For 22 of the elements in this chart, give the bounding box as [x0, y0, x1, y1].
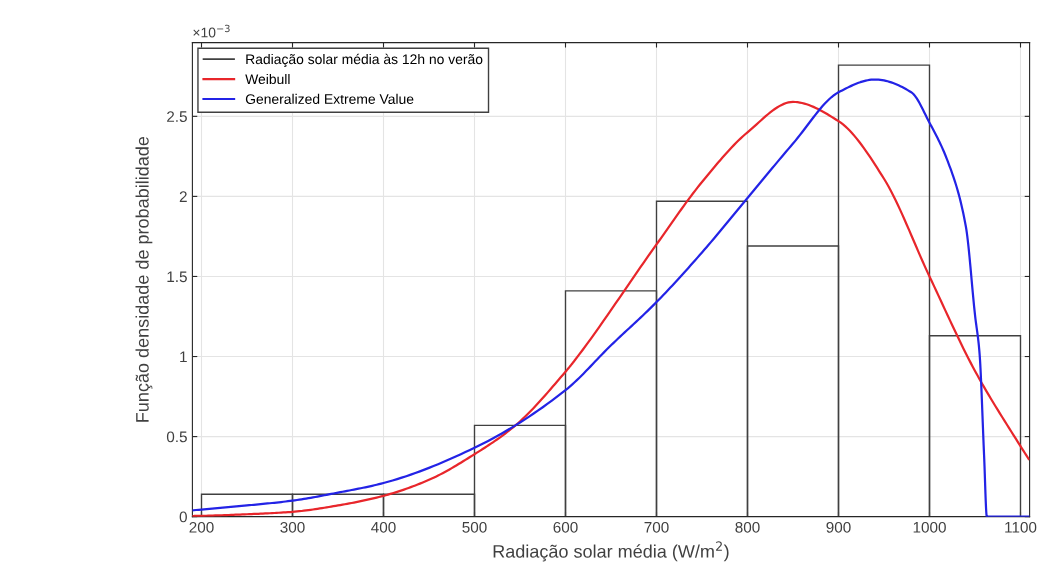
x-tick-label: 600	[553, 521, 578, 533]
x-tick-label: 1000	[913, 521, 946, 533]
x-tick-label: 1100	[1005, 521, 1037, 533]
y-tick-label: 0	[179, 511, 187, 523]
text: ×10$^{−3}$	[193, 24, 230, 38]
y-tick-label: 2.5	[167, 111, 187, 123]
x-axis-title: Radiação solar média (W/m$^{2}$)	[493, 541, 729, 562]
y-tick-label: 0.5	[166, 431, 187, 443]
legend-label: Radiação solar média às 12h no verão	[246, 53, 483, 67]
x-tick-label: 900	[826, 521, 851, 533]
legend-label: Weibull	[245, 73, 290, 85]
y-axis-title: Função densidade de probabilidade	[135, 136, 153, 422]
x-tick-label: 300	[280, 521, 305, 533]
x-tick-label: 400	[371, 521, 396, 533]
x-tick-label: 700	[644, 521, 669, 533]
x-tick-label: 800	[735, 521, 760, 533]
legend-label: Generalized Extreme Value	[245, 93, 414, 104]
x-tick-label: 200	[189, 521, 214, 533]
y-tick-label: 1.5	[167, 271, 187, 283]
y-tick-label: 2	[179, 191, 187, 202]
y-tick-label: 1	[180, 351, 187, 363]
x-tick-label: 500	[462, 521, 487, 533]
